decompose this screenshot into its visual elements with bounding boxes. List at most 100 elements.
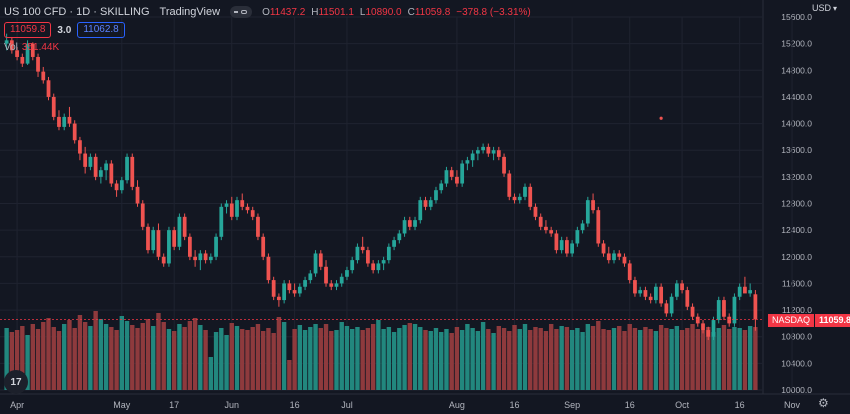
volume-bar bbox=[533, 327, 538, 390]
ohlc-high: H11501.1 bbox=[311, 7, 354, 18]
volume-bar bbox=[690, 324, 695, 390]
ohlc-close: C11059.8 bbox=[407, 7, 451, 18]
tradingview-logo-icon[interactable]: 17 bbox=[4, 370, 28, 394]
candle-body bbox=[470, 153, 475, 161]
candle-body bbox=[622, 256, 627, 264]
volume-bar bbox=[266, 328, 271, 390]
volume-bar bbox=[14, 330, 20, 390]
candle-body bbox=[748, 290, 753, 294]
candle-body bbox=[25, 43, 30, 64]
volume-bar bbox=[224, 335, 229, 390]
candle-body bbox=[386, 246, 391, 261]
volume-bar bbox=[737, 328, 742, 390]
candle-body bbox=[732, 296, 737, 324]
volume-bar bbox=[538, 328, 543, 390]
candle-body bbox=[376, 263, 381, 271]
candle-body bbox=[517, 196, 522, 201]
visibility-toggle-icon[interactable] bbox=[230, 6, 253, 18]
candle-body bbox=[229, 203, 234, 217]
candle-body bbox=[617, 253, 622, 257]
volume-bar bbox=[360, 330, 365, 390]
volume-bar bbox=[313, 324, 318, 390]
volume-bar bbox=[339, 322, 344, 390]
volume-bar bbox=[407, 323, 412, 390]
x-tick-label: Sep bbox=[564, 400, 580, 410]
currency-label: USD bbox=[812, 3, 832, 13]
candle-body bbox=[88, 156, 93, 167]
candle-body bbox=[674, 283, 679, 297]
volume-bar bbox=[700, 330, 706, 390]
symbol-title[interactable]: US 100 CFD · 1D · SKILLING bbox=[4, 6, 150, 18]
volume-bar bbox=[240, 329, 245, 390]
volume-bar bbox=[528, 330, 533, 390]
volume-bar bbox=[569, 330, 575, 390]
volume-bar bbox=[732, 327, 737, 390]
price-tag-value: 11059.8 bbox=[815, 314, 850, 327]
candle-body bbox=[580, 223, 585, 231]
volume-label: Vol bbox=[4, 42, 18, 53]
volume-bar bbox=[439, 332, 444, 390]
volume-bar bbox=[355, 327, 360, 390]
buy-button[interactable]: 11062.8 bbox=[77, 22, 125, 38]
candle-body bbox=[161, 256, 166, 264]
y-tick-label: 14000.0 bbox=[781, 119, 812, 129]
x-tick-label: Jun bbox=[225, 400, 240, 410]
candle-body bbox=[690, 306, 695, 317]
candle-body bbox=[722, 300, 726, 317]
volume-bar bbox=[287, 360, 292, 390]
candle-body bbox=[266, 256, 271, 281]
sell-button[interactable]: 11059.8 bbox=[4, 22, 52, 38]
candle-body bbox=[727, 316, 732, 324]
candle-body bbox=[706, 330, 711, 337]
volume-bar bbox=[41, 322, 46, 390]
volume-bar bbox=[187, 321, 193, 390]
candle-body bbox=[345, 270, 349, 277]
volume-bar bbox=[88, 326, 93, 390]
candle-body bbox=[428, 200, 433, 207]
currency-selector[interactable]: USD ▾ bbox=[812, 3, 837, 13]
volume-bar bbox=[198, 325, 203, 390]
volume-bar bbox=[114, 330, 119, 390]
candle-body bbox=[366, 250, 370, 264]
x-tick-label: 17 bbox=[169, 400, 179, 410]
candle-body bbox=[51, 96, 56, 117]
candle-body bbox=[250, 210, 255, 217]
candle-body bbox=[36, 56, 40, 72]
candle-body bbox=[177, 216, 182, 247]
brand-label: TradingView bbox=[159, 6, 221, 18]
candle-body bbox=[601, 243, 606, 254]
volume-bar bbox=[543, 331, 549, 390]
volume-legend: Vol 351.44K bbox=[4, 42, 59, 53]
x-tick-label: Aug bbox=[449, 400, 465, 410]
candle-body bbox=[15, 50, 19, 57]
volume-bar bbox=[219, 328, 224, 390]
volume-bar bbox=[82, 322, 88, 390]
volume-bar bbox=[449, 333, 454, 390]
candle-body bbox=[350, 260, 355, 271]
candle-body bbox=[627, 263, 632, 281]
volume-bar bbox=[580, 332, 585, 390]
volume-bar bbox=[601, 329, 606, 390]
candle-body bbox=[397, 233, 402, 241]
volume-bar bbox=[213, 332, 219, 390]
volume-bar bbox=[637, 330, 643, 390]
candle-body bbox=[701, 323, 705, 331]
x-tick-label: Nov bbox=[784, 400, 801, 410]
spread-value: 3.0 bbox=[57, 24, 72, 36]
candle-body bbox=[381, 260, 386, 264]
volume-bar bbox=[548, 324, 554, 390]
volume-bar bbox=[658, 325, 664, 390]
volume-bar bbox=[245, 330, 250, 390]
volume-bar bbox=[203, 330, 208, 390]
candle-body bbox=[41, 71, 46, 81]
gear-icon[interactable]: ⚙ bbox=[818, 396, 829, 410]
volume-bar bbox=[501, 328, 507, 390]
candle-body bbox=[93, 156, 98, 177]
candle-body bbox=[240, 200, 245, 207]
candle-body bbox=[596, 210, 601, 244]
candle-body bbox=[423, 200, 428, 207]
candle-body bbox=[125, 156, 129, 181]
candle-body bbox=[140, 203, 145, 227]
candle-body bbox=[418, 200, 423, 221]
